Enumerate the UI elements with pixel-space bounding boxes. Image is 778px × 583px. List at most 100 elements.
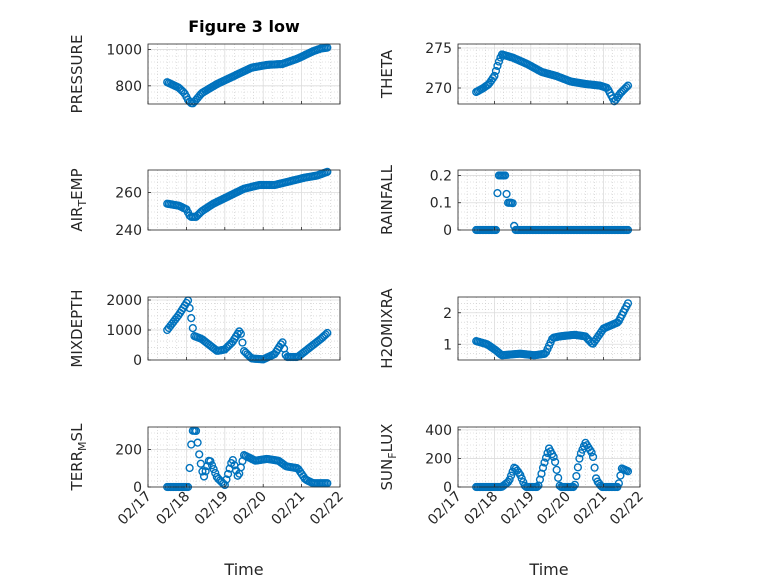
data-point: [493, 61, 502, 71]
subplot-theta: 270 275 THETA: [378, 41, 641, 106]
data-point: [191, 426, 201, 436]
y-tick-label: 0.2: [430, 168, 452, 184]
data-point: [575, 454, 584, 463]
x-tick-label: 02/20: [534, 489, 574, 529]
axes-box: [457, 296, 641, 361]
y-tick-label: 2: [443, 306, 452, 322]
data-point: [541, 453, 551, 462]
axes-box: [147, 169, 341, 231]
data-point: [321, 330, 330, 339]
data-point: [623, 299, 633, 308]
y-tick-label: 200: [115, 443, 142, 459]
y-tick-label: 800: [115, 79, 142, 95]
data-point: [549, 452, 558, 461]
data-point: [590, 463, 599, 472]
x-tick-label: 02/18: [461, 489, 501, 529]
y-tick-label: 0: [443, 480, 452, 496]
data-point: [233, 471, 242, 480]
data-point: [540, 458, 549, 467]
axes-box: [457, 169, 641, 231]
x-tick-label: 02/22: [307, 489, 347, 529]
data-point: [207, 461, 217, 470]
x-tick-label: 02/21: [269, 489, 309, 529]
subplot-sun-flux: 020040002/1702/1802/1902/2002/2102/22SUN…: [378, 423, 647, 579]
axes-box: [147, 426, 341, 488]
data-point: [623, 81, 633, 90]
y-tick-label: 0: [133, 480, 142, 496]
y-tick-label: 400: [425, 423, 452, 439]
data-point: [507, 471, 516, 480]
data-point: [187, 314, 196, 323]
y-axis-label: PRESSURE: [68, 35, 86, 114]
y-axis-label: TERRMSL: [68, 423, 89, 492]
data-point: [236, 329, 245, 338]
y-tick-label: 270: [425, 81, 452, 97]
data-point: [551, 457, 560, 467]
axes-box: [147, 43, 341, 105]
data-point: [500, 171, 510, 180]
y-tick-label: 0.1: [430, 196, 452, 212]
data-point: [572, 471, 581, 481]
subplot-pressure: 800 1000 PRESSURE Figure 3 low: [68, 17, 341, 114]
data-point: [238, 338, 247, 347]
y-axis-label: MIXDEPTH: [68, 289, 86, 367]
y-axis-label: H2OMIXRA: [378, 288, 396, 369]
x-tick-label: 02/20: [230, 489, 270, 529]
data-point: [554, 473, 563, 482]
data-point: [223, 469, 233, 479]
y-tick-label: 275: [425, 41, 452, 57]
data-point: [494, 57, 504, 66]
data-point: [201, 467, 210, 476]
data-point: [552, 465, 561, 474]
data-point: [587, 448, 596, 457]
data-point: [622, 83, 631, 92]
y-tick-label: 0: [133, 353, 142, 369]
data-point: [491, 66, 501, 76]
subplot-terr-msl: 020002/1702/1802/1902/2002/2102/22TERRMS…: [68, 423, 347, 579]
subplot-h2omixra: 1 2 H2OMIXRA: [378, 288, 641, 369]
data-point: [185, 463, 194, 473]
y-axis-label: SUNFLUX: [378, 424, 399, 491]
y-axis-label: AIRTEMP: [68, 168, 89, 231]
chart-title: Figure 3 low: [188, 17, 300, 36]
axes-box: [457, 426, 641, 488]
data-point: [193, 438, 202, 447]
data-point: [505, 475, 514, 484]
data-point: [490, 71, 499, 81]
data-point: [222, 475, 231, 484]
y-tick-label: 0: [443, 223, 452, 239]
data-point: [188, 324, 197, 333]
y-tick-label: 240: [115, 223, 142, 239]
y-tick-label: 1000: [106, 323, 142, 339]
x-tick-label: 02/19: [192, 489, 232, 529]
x-tick-label: 02/19: [498, 489, 538, 529]
data-point: [206, 457, 215, 466]
subplot-air-temp: 240 260 AIRTEMP: [68, 167, 341, 239]
data-point: [588, 452, 598, 462]
data-point: [493, 189, 502, 198]
y-tick-label: 1: [443, 337, 452, 353]
data-point: [220, 480, 229, 490]
x-tick-label: 02/21: [571, 489, 611, 529]
subplot-rainfall: 0 0.1 0.2 RAINFALL: [378, 164, 641, 239]
y-tick-label: 1000: [106, 42, 142, 58]
data-point: [195, 450, 204, 459]
data-point: [228, 455, 237, 465]
y-axis-label: THETA: [378, 49, 396, 99]
data-point: [209, 465, 218, 474]
data-point: [573, 463, 582, 472]
data-point: [508, 199, 517, 208]
x-tick-label: 02/18: [153, 489, 193, 529]
data-point: [623, 467, 633, 476]
subplot-mixdepth: 0 1000 2000 MIXDEPTH: [68, 289, 341, 369]
data-point: [538, 463, 548, 472]
y-tick-label: 260: [115, 186, 142, 202]
axes-box: [457, 43, 641, 105]
x-axis-label: Time: [528, 560, 568, 579]
x-axis-label: Time: [223, 560, 263, 579]
data-point: [570, 480, 579, 489]
axes-box: [147, 296, 341, 361]
data-point: [502, 189, 511, 199]
data-point: [323, 167, 332, 176]
y-axis-label: RAINFALL: [378, 164, 396, 235]
